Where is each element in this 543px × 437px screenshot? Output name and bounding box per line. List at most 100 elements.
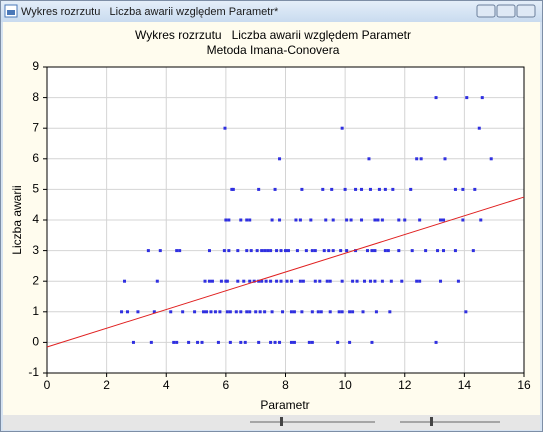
point xyxy=(361,310,365,314)
point xyxy=(456,279,460,283)
point xyxy=(236,249,240,253)
point xyxy=(453,187,457,191)
point xyxy=(257,340,261,344)
point xyxy=(453,249,457,253)
point xyxy=(313,249,317,253)
point xyxy=(345,249,349,253)
y-tick-label: 4 xyxy=(32,212,39,226)
point xyxy=(376,218,380,222)
point xyxy=(310,340,314,344)
point xyxy=(252,279,256,283)
point xyxy=(187,340,191,344)
point xyxy=(172,340,176,344)
point xyxy=(409,187,413,191)
point xyxy=(321,187,325,191)
point xyxy=(292,310,296,314)
point xyxy=(328,279,332,283)
point xyxy=(158,249,162,253)
point xyxy=(309,218,313,222)
point xyxy=(322,249,326,253)
point xyxy=(434,340,438,344)
title-bar xyxy=(1,1,542,22)
point xyxy=(257,187,261,191)
point xyxy=(242,279,246,283)
point xyxy=(120,310,124,314)
point xyxy=(328,310,332,314)
point xyxy=(461,187,465,191)
point xyxy=(397,218,401,222)
point xyxy=(202,310,206,314)
point xyxy=(278,218,282,222)
point xyxy=(270,218,274,222)
point xyxy=(439,218,443,222)
x-tick-label: 14 xyxy=(458,378,472,392)
close-button[interactable] xyxy=(516,4,536,18)
point xyxy=(284,249,287,253)
point xyxy=(207,279,211,283)
point xyxy=(324,218,328,222)
point xyxy=(318,279,322,283)
x-tick-label: 6 xyxy=(223,378,230,392)
point xyxy=(377,187,381,191)
x-tick-label: 4 xyxy=(163,378,170,392)
point xyxy=(465,96,469,100)
point xyxy=(249,249,253,253)
plot-frame xyxy=(46,66,525,374)
point xyxy=(236,279,240,283)
point xyxy=(123,279,127,283)
y-tick-label: 2 xyxy=(32,273,39,287)
y-tick-label: 7 xyxy=(32,120,39,134)
point xyxy=(337,310,341,314)
point xyxy=(340,279,344,283)
point xyxy=(245,310,249,314)
point xyxy=(383,249,387,253)
point xyxy=(473,187,477,191)
point xyxy=(227,249,231,253)
point xyxy=(403,218,407,222)
y-tick-label: 8 xyxy=(32,90,39,104)
slider-thumb[interactable] xyxy=(280,417,283,426)
point xyxy=(388,310,392,314)
point xyxy=(239,218,243,222)
y-tick-label: 6 xyxy=(32,151,39,165)
point xyxy=(351,310,355,314)
point xyxy=(415,157,419,161)
point xyxy=(354,187,358,191)
point xyxy=(125,310,129,314)
point xyxy=(327,249,331,253)
point xyxy=(131,340,135,344)
point xyxy=(418,279,422,283)
slider-thumb-2[interactable] xyxy=(430,417,433,426)
point xyxy=(222,249,226,253)
point xyxy=(275,249,279,253)
y-tick-label: -1 xyxy=(28,365,39,379)
point xyxy=(263,310,267,314)
point xyxy=(300,310,304,314)
minimize-button[interactable] xyxy=(476,4,496,18)
point xyxy=(234,310,238,314)
y-tick-label: 0 xyxy=(32,335,39,349)
point xyxy=(360,187,364,191)
point xyxy=(439,279,443,283)
point xyxy=(281,310,285,314)
point xyxy=(443,157,447,161)
point xyxy=(248,310,252,314)
point xyxy=(216,340,220,344)
point xyxy=(228,310,232,314)
point xyxy=(228,340,232,344)
point xyxy=(248,218,252,222)
point xyxy=(254,310,258,314)
point xyxy=(415,279,419,283)
point xyxy=(442,218,446,222)
point xyxy=(260,279,264,283)
point xyxy=(136,310,140,314)
point xyxy=(209,310,213,314)
point xyxy=(245,218,249,222)
maximize-button[interactable] xyxy=(496,4,516,18)
point xyxy=(273,340,277,344)
point xyxy=(286,249,290,253)
point xyxy=(155,279,159,283)
point xyxy=(477,126,481,130)
point xyxy=(348,310,352,314)
y-tick-label: 5 xyxy=(32,182,39,196)
